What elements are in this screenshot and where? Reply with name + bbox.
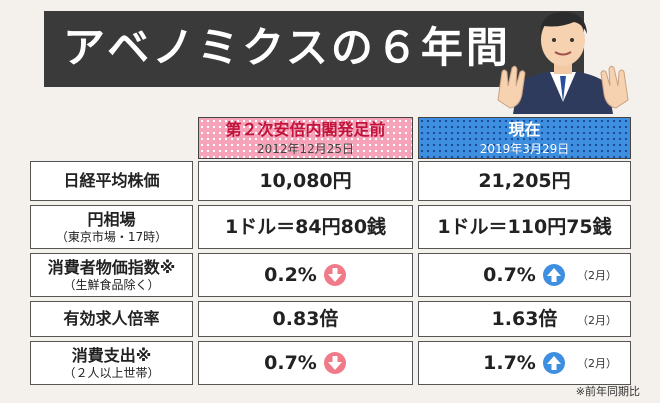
table-row: 日経平均株価 10,080円 21,205円 (30, 161, 631, 201)
column-header-before: 第２次安倍内閣発足前 2012年12月25日 (198, 117, 413, 159)
current-value: 1ドル＝110円75銭 (437, 216, 612, 238)
politician-illustration (497, 12, 629, 114)
before-value: 1ドル＝84円80銭 (224, 216, 387, 238)
row-label-cell: 有効求人倍率 (30, 301, 193, 337)
row-label: 円相場 (87, 209, 136, 229)
table-row: 消費支出※ （２人以上世帯） 0.7% 1.7% （2月） (30, 341, 631, 385)
row-label: 日経平均株価 (63, 171, 160, 190)
table-row: 円相場 （東京市場・17時） 1ドル＝84円80銭 1ドル＝110円75銭 (30, 205, 631, 249)
before-value-cell: 0.2% (198, 253, 413, 297)
row-label-cell: 消費者物価指数※ （生鮮食品除く） (30, 253, 193, 297)
current-value: 1.63倍 (491, 308, 558, 330)
before-value-cell: 0.7% (198, 341, 413, 385)
column-header-before-title: 第２次安倍内閣発足前 (225, 120, 386, 139)
period-note: （2月） (577, 357, 617, 370)
table-row: 有効求人倍率 0.83倍 1.63倍 （2月） (30, 301, 631, 337)
before-value-cell: 10,080円 (198, 161, 413, 201)
period-note: （2月） (577, 314, 617, 327)
page-title: アベノミクスの６年間 (63, 23, 511, 72)
current-value-cell: 21,205円 (418, 161, 631, 201)
column-header-before-date: 2012年12月25日 (256, 142, 355, 156)
row-label: 消費者物価指数※ (47, 257, 176, 277)
current-value: 0.7% (483, 264, 536, 286)
arrow-up-icon (542, 264, 565, 286)
before-value: 0.83倍 (272, 308, 339, 330)
row-sublabel: （生鮮食品除く） (63, 277, 160, 292)
row-label-cell: 日経平均株価 (30, 161, 193, 201)
arrow-down-icon (323, 352, 346, 374)
row-label: 有効求人倍率 (63, 309, 160, 328)
before-value: 0.7% (264, 352, 317, 374)
before-value-cell: 0.83倍 (198, 301, 413, 337)
current-value-cell: 1.7% (418, 341, 631, 385)
row-label: 消費支出※ (71, 345, 152, 365)
period-note: （2月） (577, 269, 617, 282)
row-sublabel: （２人以上世帯） (63, 365, 160, 380)
comparison-table: 第２次安倍内閣発足前 2012年12月25日 現在 2019年3月29日 日経平… (30, 117, 631, 385)
arrow-down-icon (323, 264, 346, 286)
before-value: 10,080円 (259, 170, 352, 192)
row-label-cell: 消費支出※ （２人以上世帯） (30, 341, 193, 385)
column-header-current-title: 現在 (508, 120, 541, 139)
title-banner (44, 11, 584, 87)
current-value-cell: 0.7% (418, 253, 631, 297)
current-value-cell: 1ドル＝110円75銭 (418, 205, 631, 249)
current-value: 1.7% (483, 352, 536, 374)
column-header-current-date: 2019年3月29日 (479, 142, 570, 156)
row-sublabel: （東京市場・17時） (55, 229, 168, 244)
column-header-current: 現在 2019年3月29日 (418, 117, 631, 159)
current-value-cell: 1.63倍 (418, 301, 631, 337)
footnote: ※前年同期比 (575, 385, 640, 398)
before-value-cell: 1ドル＝84円80銭 (198, 205, 413, 249)
current-value: 21,205円 (478, 170, 571, 192)
row-label-cell: 円相場 （東京市場・17時） (30, 205, 193, 249)
arrow-up-icon (542, 352, 565, 374)
table-row: 消費者物価指数※ （生鮮食品除く） 0.2% 0.7% （2月） (30, 253, 631, 297)
before-value: 0.2% (264, 264, 317, 286)
